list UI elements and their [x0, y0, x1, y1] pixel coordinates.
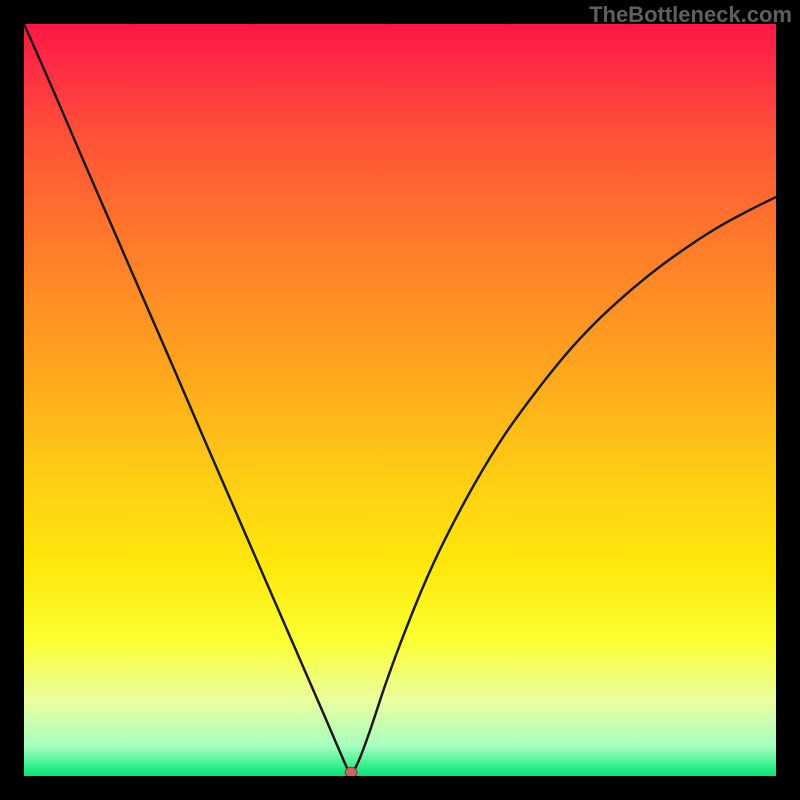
plot-area	[24, 24, 776, 776]
plot-svg	[24, 24, 776, 776]
watermark-text: TheBottleneck.com	[589, 2, 792, 28]
gradient-background	[24, 24, 776, 776]
optimal-point-marker	[345, 767, 357, 776]
chart-container: TheBottleneck.com	[0, 0, 800, 800]
